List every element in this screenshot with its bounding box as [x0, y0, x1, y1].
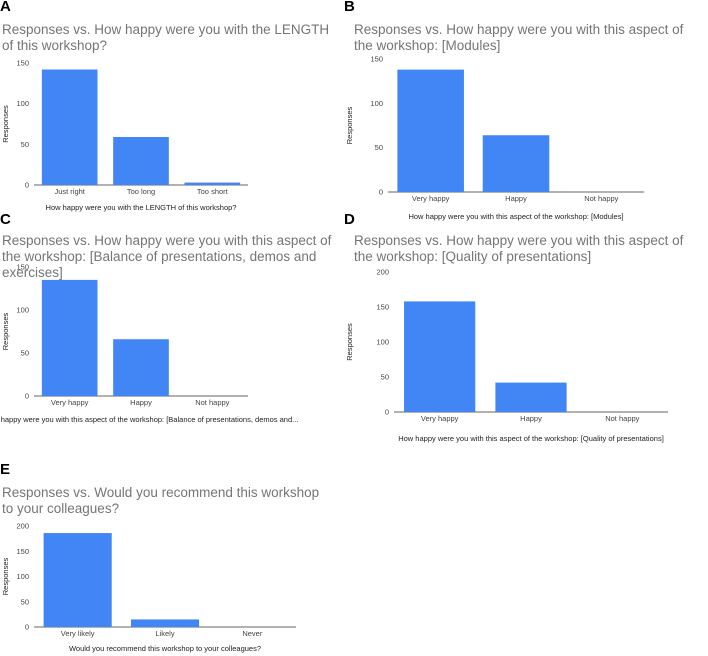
panel-e: E Responses vs. Would you recommend this… — [0, 461, 340, 656]
chart-title: Responses vs. How happy were you with th… — [354, 233, 684, 264]
y-tick-label: 50 — [21, 140, 29, 149]
panel-letter: A — [0, 0, 11, 15]
x-tick-label: Very likely — [61, 629, 95, 638]
x-tick-label: Not happy — [584, 194, 618, 203]
panel-letter: B — [344, 0, 355, 15]
panel-letter: E — [0, 461, 11, 478]
x-tick-label: Happy — [520, 414, 542, 423]
x-tick-label: Not happy — [605, 414, 639, 423]
x-tick-label: Happy — [505, 194, 527, 203]
y-tick-label: 200 — [376, 268, 389, 277]
y-tick-label: 200 — [16, 522, 29, 531]
y-tick-label: 50 — [21, 597, 29, 606]
bar — [113, 137, 169, 185]
y-tick-label: 50 — [375, 143, 383, 152]
x-tick-label: Too short — [197, 187, 229, 196]
panel-d: D Responses vs. How happy were you with … — [344, 211, 708, 449]
y-tick-label: 150 — [16, 547, 29, 556]
x-tick-label: Too long — [127, 187, 155, 196]
x-axis-title: How happy were you with this aspect of t… — [398, 434, 664, 443]
x-axis-title: Would you recommend this workshop to you… — [69, 644, 261, 653]
x-tick-label: Very happy — [51, 398, 89, 407]
y-tick-label: 0 — [25, 181, 29, 190]
bar — [41, 69, 98, 185]
chart-a: 0 50 100 150 Just right Too long Too short Resp… — [1, 59, 248, 212]
x-axis-title: How happy were you with the LENGTH of th… — [46, 203, 237, 212]
y-tick-label: 0 — [379, 188, 383, 197]
y-tick-label: 100 — [16, 99, 29, 108]
chart-d: 0 50 100 150 200 Very happy Happy Not happy Resp… — [345, 268, 668, 443]
y-tick-label: 100 — [376, 338, 389, 347]
y-axis-title: Responses — [345, 106, 354, 144]
y-tick-label: 0 — [385, 408, 389, 417]
y-tick-label: 150 — [16, 59, 29, 68]
x-tick-label: Never — [242, 629, 263, 638]
bar — [184, 182, 241, 185]
y-tick-label: 100 — [16, 306, 29, 315]
chart-c: 0 50 100 150 Very happy Happy Not happy Respons… — [0, 263, 298, 425]
chart-e: 0 50 100 150 200 Very likely Likely Never Respon… — [1, 522, 296, 653]
panel-a: A Responses vs. How happy were you with … — [0, 0, 340, 216]
x-axis-title: How happy were you with this aspect of t… — [0, 415, 298, 424]
y-tick-label: 100 — [16, 572, 29, 581]
bar — [495, 382, 567, 412]
y-tick-label: 0 — [25, 623, 29, 632]
chart-title: Responses vs. How happy were you with th… — [2, 22, 330, 53]
y-tick-label: 150 — [376, 303, 389, 312]
y-axis-title: Responses — [1, 312, 10, 350]
bar — [404, 301, 476, 412]
bar — [43, 533, 112, 627]
y-axis-title: Responses — [345, 323, 354, 361]
bar — [130, 619, 200, 627]
panel-letter: D — [344, 211, 355, 228]
y-axis-title: Responses — [1, 557, 10, 595]
bar — [113, 339, 169, 396]
chart-title: Responses vs. How happy were you with th… — [354, 22, 684, 53]
bar — [397, 69, 464, 192]
y-tick-label: 50 — [21, 349, 29, 358]
x-tick-label: Not happy — [195, 398, 229, 407]
bar — [482, 135, 550, 192]
y-axis-title: Responses — [1, 105, 10, 143]
chart-title: Responses vs. How happy were you with th… — [2, 233, 332, 280]
x-tick-label: Just right — [54, 187, 85, 196]
panel-c: C Responses vs. How happy were you with … — [0, 211, 340, 433]
y-tick-label: 150 — [16, 263, 29, 272]
panel-b: B Responses vs. How happy were you with … — [344, 0, 708, 221]
chart-title: Responses vs. Would you recommend this w… — [2, 485, 320, 516]
y-tick-label: 100 — [370, 99, 383, 108]
bar — [41, 279, 98, 396]
y-tick-label: 150 — [370, 55, 383, 64]
x-tick-label: Likely — [155, 629, 174, 638]
chart-b: 0 50 100 150 Very happy Happy Not happy Respons… — [345, 55, 644, 221]
y-tick-label: 0 — [25, 392, 29, 401]
x-axis-title: How happy were you with this aspect of t… — [408, 212, 623, 221]
x-tick-label: Happy — [130, 398, 152, 407]
x-tick-label: Very happy — [421, 414, 459, 423]
x-tick-label: Very happy — [412, 194, 450, 203]
y-tick-label: 50 — [381, 373, 389, 382]
panel-letter: C — [0, 211, 11, 228]
